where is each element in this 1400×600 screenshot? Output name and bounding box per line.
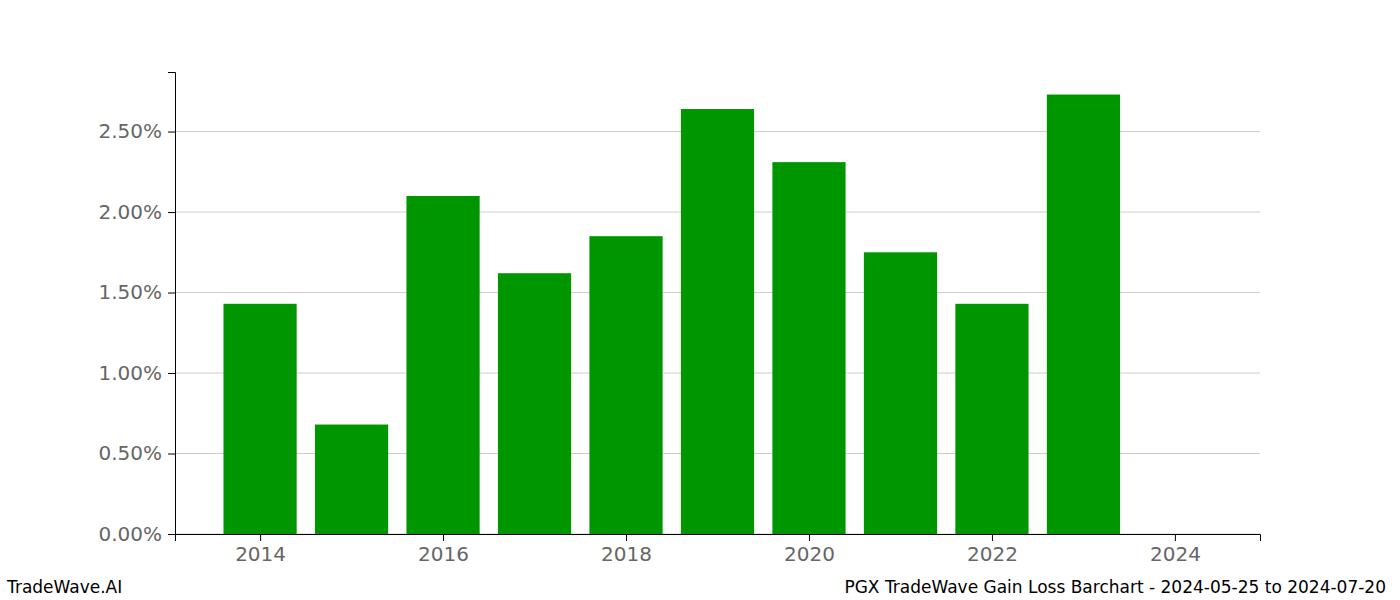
bar	[1047, 95, 1120, 534]
tick: 2.00%	[98, 200, 175, 224]
tick-mark	[443, 534, 444, 541]
annotation: TradeWave.AI	[6, 577, 122, 597]
tick-label: 2018	[601, 542, 652, 566]
tick-mark	[168, 293, 175, 294]
tick-label: 2016	[418, 542, 469, 566]
bar	[498, 273, 571, 534]
plot-area: 2014 2016 2018 2020 2022 2024 0.00% 0.50% 1.00% 1…	[98, 73, 1260, 567]
tick: 2018	[601, 534, 652, 566]
tick: 2.50%	[98, 119, 175, 143]
bar	[772, 162, 845, 534]
title: PGX TradeWave Gain Loss Barchart - 2024-…	[844, 577, 1386, 597]
tick: 2020	[784, 534, 835, 566]
tick: 2022	[967, 534, 1018, 566]
tick-mark	[809, 534, 810, 541]
tick: 1.00%	[98, 361, 175, 385]
tick-label: 2.50%	[98, 119, 162, 143]
bar	[406, 196, 479, 534]
tick-label: 0.50%	[98, 441, 162, 465]
tick-label: 2022	[967, 542, 1018, 566]
tick: 1.50%	[98, 280, 175, 304]
bar	[681, 109, 754, 534]
tick: 0.00%	[98, 522, 175, 546]
tick: 2016	[418, 534, 469, 566]
axis-line	[168, 73, 176, 535]
bar	[955, 304, 1028, 534]
bar	[315, 425, 388, 534]
tick-mark	[168, 454, 175, 455]
tick-label: 1.00%	[98, 361, 162, 385]
tick-mark	[1175, 534, 1176, 541]
tick-mark	[168, 534, 175, 535]
tick-mark	[260, 534, 261, 541]
bar	[589, 236, 662, 534]
tick: 0.50%	[98, 441, 175, 465]
bar	[223, 304, 296, 534]
tick-mark	[992, 534, 993, 541]
tick-label: 2.00%	[98, 200, 162, 224]
tick-label: 1.50%	[98, 280, 162, 304]
x-axis: 2014 2016 2018 2020 2022 2024	[176, 534, 1261, 566]
y-axis: 0.00% 0.50% 1.00% 1.50% 2.00% 2.50%	[98, 73, 175, 546]
bar	[864, 252, 937, 534]
tick-mark	[626, 534, 627, 541]
tick: 2014	[235, 534, 286, 566]
tick-label: 2020	[784, 542, 835, 566]
tick: 2024	[1150, 534, 1201, 566]
tick-mark	[168, 373, 175, 374]
tick-mark	[168, 132, 175, 133]
bars	[223, 95, 1120, 534]
tick-mark	[168, 212, 175, 213]
tick-label: 2024	[1150, 542, 1201, 566]
axis-line	[176, 535, 1261, 542]
chart: 2014 2016 2018 2020 2022 2024 0.00% 0.50% 1.00% 1…	[0, 0, 1400, 600]
tick-label: 2014	[235, 542, 286, 566]
tick-label: 0.00%	[98, 522, 162, 546]
